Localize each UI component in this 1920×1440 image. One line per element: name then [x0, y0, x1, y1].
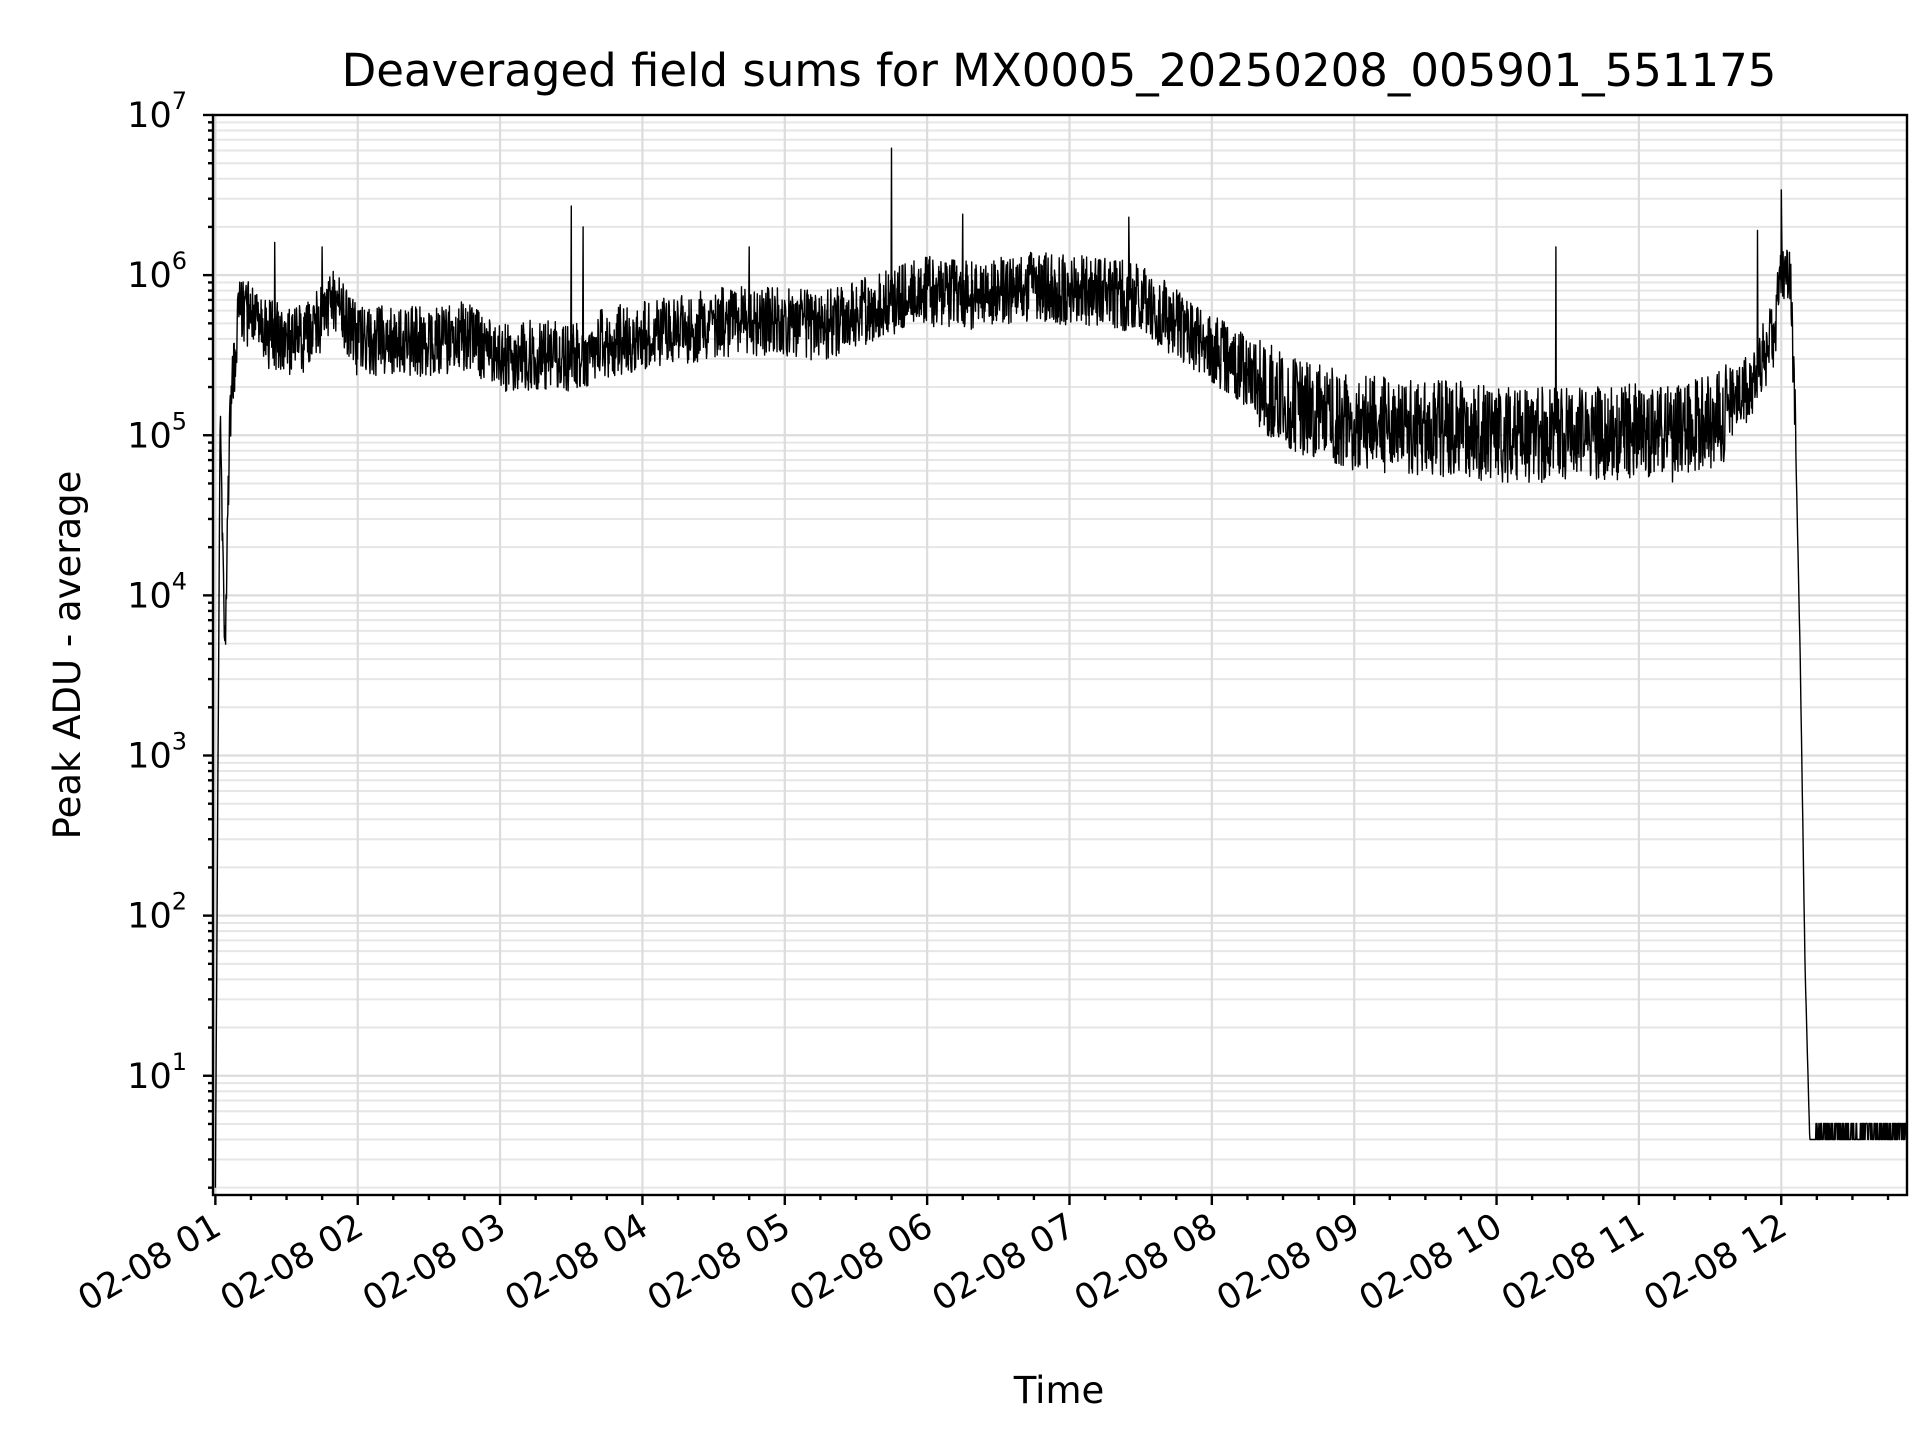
- y-tick-label: 102: [127, 888, 187, 937]
- x-tick-label: 02-08 11: [1495, 1206, 1651, 1319]
- x-tick-label: 02-08 08: [1068, 1206, 1224, 1319]
- series-line-0: [214, 147, 1907, 1188]
- y-axis: 101 102 103 104 105 106 107: [127, 87, 213, 1189]
- grid: [213, 113, 1907, 1195]
- y-tick-label: 107: [127, 87, 187, 136]
- x-tick-label: 02-08 02: [214, 1206, 370, 1319]
- series-area: [214, 147, 1907, 1188]
- x-tick-label: 02-08 04: [499, 1206, 655, 1319]
- x-tick-label: 02-08 01: [72, 1206, 228, 1319]
- y-tick-label: 106: [127, 247, 187, 296]
- x-tick-label: 02-08 05: [641, 1206, 797, 1319]
- x-tick-label: 02-08 10: [1353, 1206, 1509, 1319]
- x-tick-label: 02-08 12: [1637, 1206, 1793, 1319]
- x-tick-label: 02-08 09: [1210, 1206, 1366, 1319]
- y-tick-label: 103: [127, 728, 187, 777]
- y-tick-label: 105: [127, 407, 187, 456]
- x-axis-label: Time: [1013, 1369, 1105, 1412]
- x-tick-label: 02-08 07: [926, 1206, 1082, 1319]
- y-tick-label: 104: [127, 567, 187, 616]
- chart-title: Deaveraged field sums for MX0005_2025020…: [342, 44, 1777, 97]
- x-tick-label: 02-08 06: [783, 1206, 939, 1319]
- y-tick-label: 101: [127, 1048, 187, 1097]
- x-tick-label: 02-08 03: [356, 1206, 512, 1319]
- plot-frame: [211, 113, 1909, 1197]
- y-axis-label: Peak ADU - average: [46, 471, 89, 840]
